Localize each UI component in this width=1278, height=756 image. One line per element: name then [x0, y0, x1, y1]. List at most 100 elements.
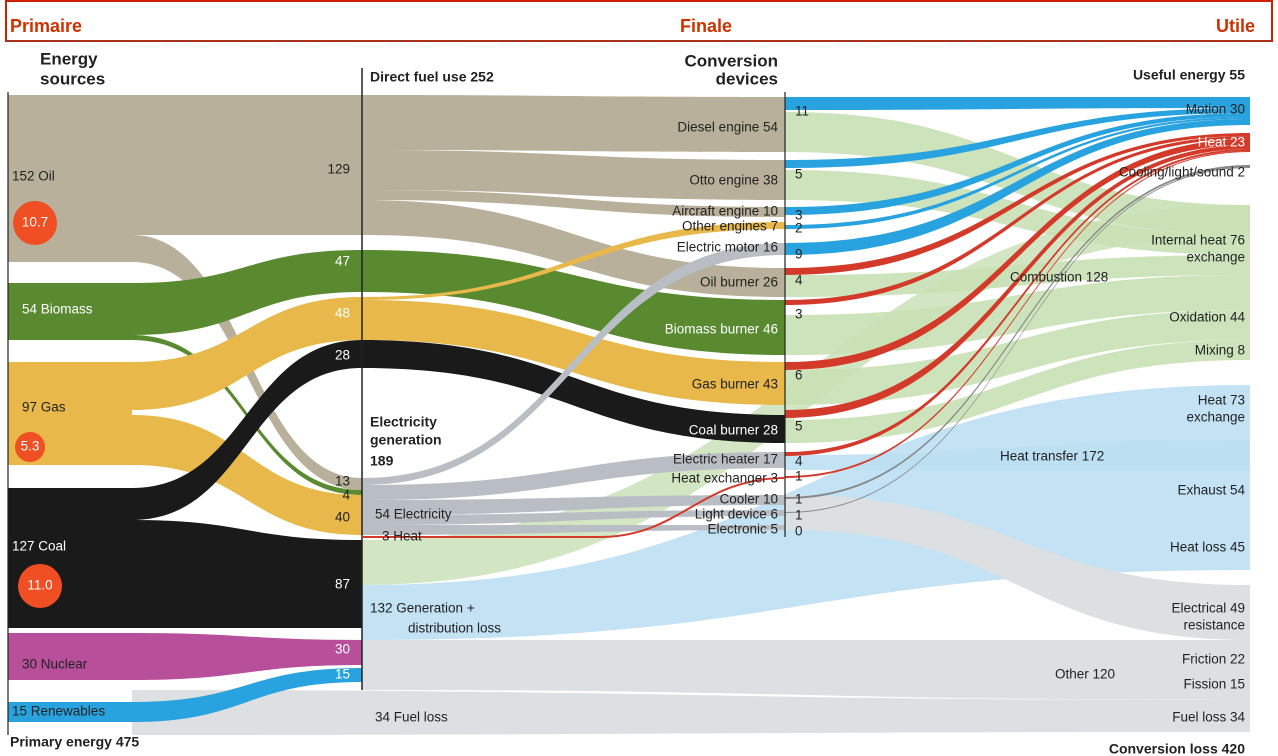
label: 54 Electricity	[375, 507, 452, 522]
label: Direct fuel use 252	[370, 69, 494, 85]
flow-band	[785, 149, 1250, 456]
label: Cooler 10	[719, 492, 778, 507]
label: exchange	[1186, 410, 1245, 425]
flow-band	[785, 119, 1250, 255]
label: 5	[795, 167, 803, 182]
label: devices	[716, 69, 778, 88]
flow-band	[362, 525, 785, 535]
flow-band	[785, 97, 1250, 110]
label: Other 120	[1055, 667, 1115, 682]
label: Gas burner 43	[692, 377, 778, 392]
label: Fission 15	[1183, 677, 1245, 692]
flow-band	[362, 300, 785, 405]
flow-band	[785, 133, 1250, 275]
flow-band	[362, 222, 785, 300]
flow-band	[132, 690, 1250, 735]
label: Oxidation 44	[1169, 310, 1245, 325]
label: 30 Nuclear	[22, 657, 88, 672]
label: 1	[795, 508, 803, 523]
label: 11	[795, 104, 809, 119]
label: Electric motor 16	[677, 240, 778, 255]
label: Oil burner 26	[700, 275, 778, 290]
label: 97 Gas	[22, 400, 66, 415]
flow-band	[362, 495, 785, 515]
label: Primary energy 475	[10, 734, 139, 750]
label: 129	[327, 162, 350, 177]
flow-band	[132, 250, 362, 335]
flow-band	[362, 190, 785, 217]
label: Electric heater 17	[673, 452, 778, 467]
flow-band	[362, 640, 1250, 700]
source-node	[8, 633, 132, 680]
label: 87	[335, 577, 350, 592]
label: 10.7	[22, 215, 48, 230]
flow-band	[132, 297, 362, 410]
label: Fuel loss 34	[1172, 710, 1245, 725]
flow-bands	[8, 95, 1250, 735]
badge	[15, 432, 45, 462]
label: distribution loss	[408, 621, 501, 636]
label: 0	[795, 524, 803, 539]
label: 47	[335, 254, 350, 269]
label: 34 Fuel loss	[375, 710, 448, 725]
source-node	[8, 488, 132, 628]
label: Heat 73	[1198, 393, 1245, 408]
flow-band	[785, 117, 1250, 229]
label: Conversion loss 420	[1109, 741, 1245, 756]
source-node	[8, 702, 132, 722]
label: Diesel engine 54	[677, 120, 778, 135]
label: Otto engine 38	[689, 173, 778, 188]
label: resistance	[1183, 618, 1245, 633]
flow-band	[785, 136, 1250, 305]
heat-line	[362, 477, 786, 538]
badge	[18, 564, 62, 608]
label: generation	[370, 432, 442, 448]
label: 1	[795, 492, 803, 507]
flow-band	[785, 145, 1250, 418]
label: 4	[795, 273, 803, 288]
label: Heat transfer 172	[1000, 449, 1104, 464]
label: 40	[335, 510, 350, 525]
flow-band	[132, 633, 362, 680]
label: 152 Oil	[12, 169, 55, 184]
flow-band	[785, 340, 1250, 443]
label: 4	[795, 454, 803, 469]
label: Aircraft engine 10	[672, 204, 778, 219]
flow-band	[362, 205, 1250, 585]
label: Electrical 49	[1171, 601, 1245, 616]
flow-band	[785, 310, 1250, 405]
label: 15	[335, 667, 350, 682]
label: Exhaust 54	[1177, 483, 1245, 498]
label: Primaire	[10, 16, 82, 36]
label: Heat 23	[1198, 135, 1245, 150]
flow-band	[785, 167, 1250, 513]
flow-band	[362, 340, 785, 443]
label: 2	[795, 221, 803, 236]
flow-band	[362, 150, 785, 200]
label: 127 Coal	[12, 539, 66, 554]
label: 48	[335, 306, 350, 321]
label: 6	[795, 368, 803, 383]
label: Heat exchanger 3	[671, 471, 778, 486]
label: Mixing 8	[1195, 343, 1245, 358]
source-node	[8, 283, 132, 340]
label: Internal heat 76	[1151, 233, 1245, 248]
badge	[13, 201, 57, 245]
flow-band	[785, 139, 1250, 370]
flow-band	[132, 95, 362, 235]
label: 1	[795, 469, 803, 484]
label: 11.0	[27, 578, 52, 593]
flow-band	[362, 95, 785, 152]
label: exchange	[1186, 250, 1245, 265]
label: 5	[795, 419, 803, 434]
label: sources	[40, 69, 105, 88]
flow-band	[785, 113, 1250, 215]
label: Light device 6	[695, 507, 778, 522]
flow-band	[132, 520, 362, 628]
flow-band	[362, 452, 785, 500]
label: 3	[795, 208, 803, 223]
label: 30	[335, 642, 350, 657]
label: Electricity	[370, 414, 437, 430]
